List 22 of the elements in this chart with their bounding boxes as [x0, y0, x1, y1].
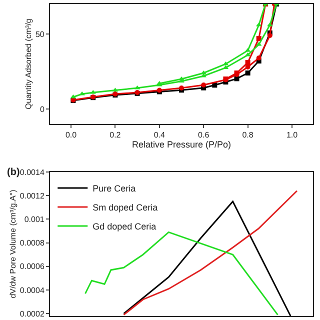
y-tick-label: 0.0006	[20, 262, 45, 272]
y-tick-label: 50	[35, 30, 45, 39]
text: (b)	[7, 167, 20, 178]
legend-label: Gd doped Ceria	[92, 221, 156, 232]
y-axis-title: dV/dw Pore Volume (cm³/g.A°)	[8, 189, 18, 298]
y-tick-label: 0.001	[24, 215, 45, 224]
x-tick-label: 0.6	[198, 130, 210, 140]
y-axis-title: Quantity Adsorbed (cm³/g	[24, 18, 34, 110]
y-tick-label: 0.0012	[20, 191, 45, 200]
y-tick-label: 0.0002	[20, 309, 45, 318]
legend-label: Sm doped Ceria	[92, 202, 158, 212]
x-tick-label: 0.4	[154, 130, 166, 140]
x-tick-label: 0.0	[65, 130, 78, 140]
y-tick-label: 0.0014	[20, 168, 45, 177]
y-tick-label: 0.0004	[20, 286, 45, 295]
legend-label: Pure Ceria	[92, 183, 136, 194]
x-tick-label: 1.0	[286, 130, 298, 140]
y-tick-label: 0	[40, 104, 45, 114]
x-tick-label: 0.2	[110, 130, 122, 140]
x-tick-label: 0.8	[242, 130, 254, 140]
y-tick-label: 0.0008	[20, 238, 45, 248]
x-axis-title: Relative Pressure (P/Po)	[132, 140, 232, 150]
